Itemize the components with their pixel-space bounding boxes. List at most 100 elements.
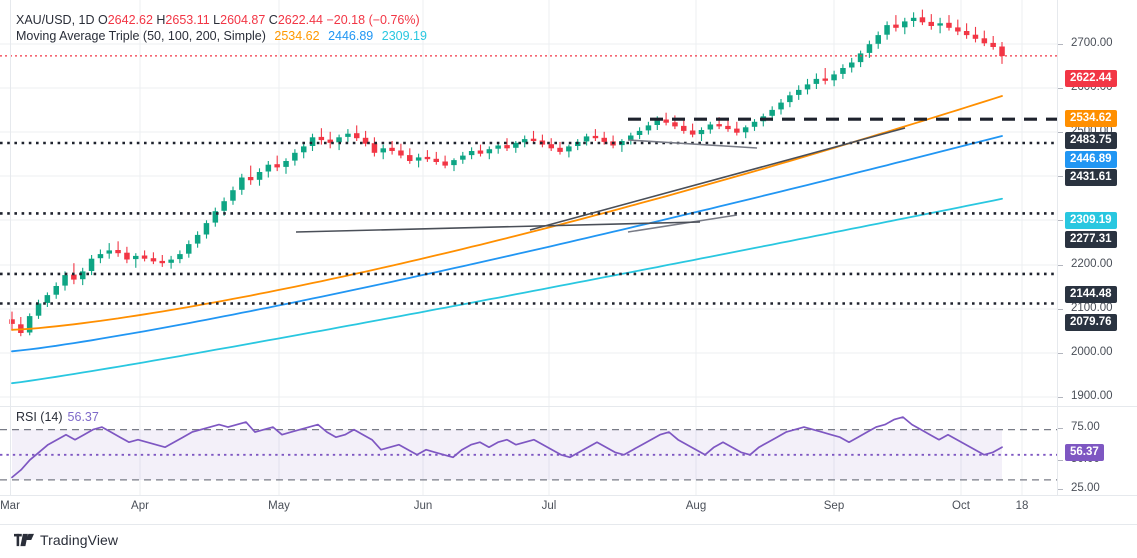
candle-body	[150, 258, 157, 262]
price-axis-value-tag[interactable]: 2309.19	[1065, 212, 1117, 229]
candle-body	[681, 125, 687, 131]
time-axis-bottom-divider	[0, 524, 1137, 525]
candle-body	[203, 223, 210, 235]
price-axis-gridline-label: 2200.00	[1071, 258, 1113, 270]
candle-body	[274, 164, 280, 168]
candle-body	[831, 74, 837, 81]
price-axis-tick	[1058, 88, 1063, 89]
candle-body	[840, 68, 846, 74]
rsi-axis-tick	[1058, 460, 1063, 461]
time-scale-axis[interactable]: Mar Apr May Jun Jul Aug Sep Oct 18	[0, 495, 1057, 525]
candle-body	[230, 190, 236, 201]
price-axis-value-tag[interactable]: 2534.62	[1065, 110, 1117, 127]
candle-body	[124, 252, 130, 260]
time-axis-divider	[0, 495, 1137, 496]
price-axis-tick	[1058, 353, 1063, 354]
price-axis-value-tag[interactable]: 2079.76	[1065, 314, 1117, 331]
candle-body	[71, 274, 77, 280]
time-axis-label: Mar	[0, 500, 20, 512]
candle-body	[955, 27, 961, 32]
trendline-rising-lower-channel[interactable]	[295, 221, 701, 233]
price-scale-axis[interactable]: 2700.002600.002500.002400.002300.002200.…	[1057, 0, 1137, 495]
candle-body	[80, 271, 86, 280]
candle-body	[194, 234, 201, 244]
candle-body	[106, 250, 112, 254]
price-axis-value-tag[interactable]: 2446.89	[1065, 151, 1117, 168]
price-chart-canvas[interactable]	[0, 0, 1057, 406]
trendline-descending-resistance[interactable]	[627, 139, 758, 149]
candle-body	[389, 147, 395, 151]
rsi-indicator-pane[interactable]	[0, 407, 1057, 495]
candle-body	[725, 125, 731, 130]
price-axis-value-tag[interactable]: 2431.61	[1065, 169, 1117, 186]
candle-body	[283, 161, 289, 167]
candle-body	[97, 254, 104, 259]
candle-body	[734, 128, 740, 133]
candle-body	[221, 201, 227, 211]
candle-body	[442, 161, 448, 166]
candle-body	[999, 46, 1005, 57]
price-axis-tick	[1058, 44, 1063, 45]
candle-body	[318, 136, 325, 141]
candle-body	[362, 137, 369, 144]
trendline-ascending-support[interactable]	[627, 214, 738, 233]
candle-body	[486, 149, 493, 154]
candle-body	[689, 130, 696, 135]
price-axis-value-tag[interactable]: 2483.75	[1065, 132, 1117, 149]
candle-body	[309, 137, 316, 146]
price-axis-value-tag[interactable]: 2622.44	[1065, 70, 1117, 87]
candle-body	[168, 259, 174, 263]
trendline-rising-upper-channel[interactable]	[529, 127, 906, 231]
rsi-legend-title[interactable]: RSI (14)	[16, 410, 63, 424]
candle-body	[742, 127, 749, 133]
candle-body	[371, 143, 378, 153]
candle-body	[513, 142, 519, 148]
candle-body	[398, 150, 404, 156]
candle-body	[336, 137, 342, 143]
candle-body	[981, 38, 988, 44]
price-chart-pane[interactable]	[0, 0, 1057, 406]
candle-body	[592, 135, 599, 139]
candle-body	[239, 177, 245, 190]
candle-body	[424, 156, 431, 160]
candle-body	[433, 158, 439, 162]
price-axis-divider	[1057, 0, 1058, 495]
candle-body	[88, 258, 95, 271]
candle-body	[9, 319, 15, 324]
time-axis-label: May	[268, 500, 290, 512]
rsi-chart-canvas[interactable]	[0, 407, 1057, 495]
candle-body	[133, 255, 139, 260]
candle-body	[247, 177, 254, 181]
candle-body	[345, 133, 351, 137]
candle-body	[875, 35, 881, 44]
candle-body	[893, 24, 899, 28]
chart-left-border	[10, 0, 11, 495]
price-axis-tick	[1058, 265, 1063, 266]
candle-body	[477, 150, 484, 154]
rsi-axis-gridline-label: 25.00	[1071, 482, 1100, 494]
candle-body	[769, 109, 775, 116]
candle-body	[327, 139, 333, 143]
time-axis-label: Jun	[413, 500, 433, 512]
candle-body	[796, 89, 802, 95]
price-axis-value-tag[interactable]: 2277.31	[1065, 231, 1117, 248]
price-axis-gridline-label: 2700.00	[1071, 37, 1113, 49]
candle-body	[849, 62, 855, 68]
candle-body	[548, 144, 554, 149]
ma-100-line	[11, 135, 1003, 353]
candle-body	[601, 137, 607, 142]
candle-body	[468, 151, 475, 156]
candle-body	[813, 78, 820, 84]
candle-body	[698, 130, 705, 135]
candle-body	[910, 17, 917, 21]
candle-body	[159, 260, 165, 264]
tradingview-label: TradingView	[40, 532, 119, 548]
tradingview-logo-icon	[14, 533, 34, 547]
rsi-axis-value-tag[interactable]: 56.37	[1065, 444, 1104, 461]
candle-body	[301, 146, 307, 153]
candle-body	[751, 121, 758, 127]
price-axis-value-tag[interactable]: 2144.48	[1065, 286, 1117, 303]
candle-body	[415, 157, 422, 161]
rsi-line	[11, 416, 1003, 479]
